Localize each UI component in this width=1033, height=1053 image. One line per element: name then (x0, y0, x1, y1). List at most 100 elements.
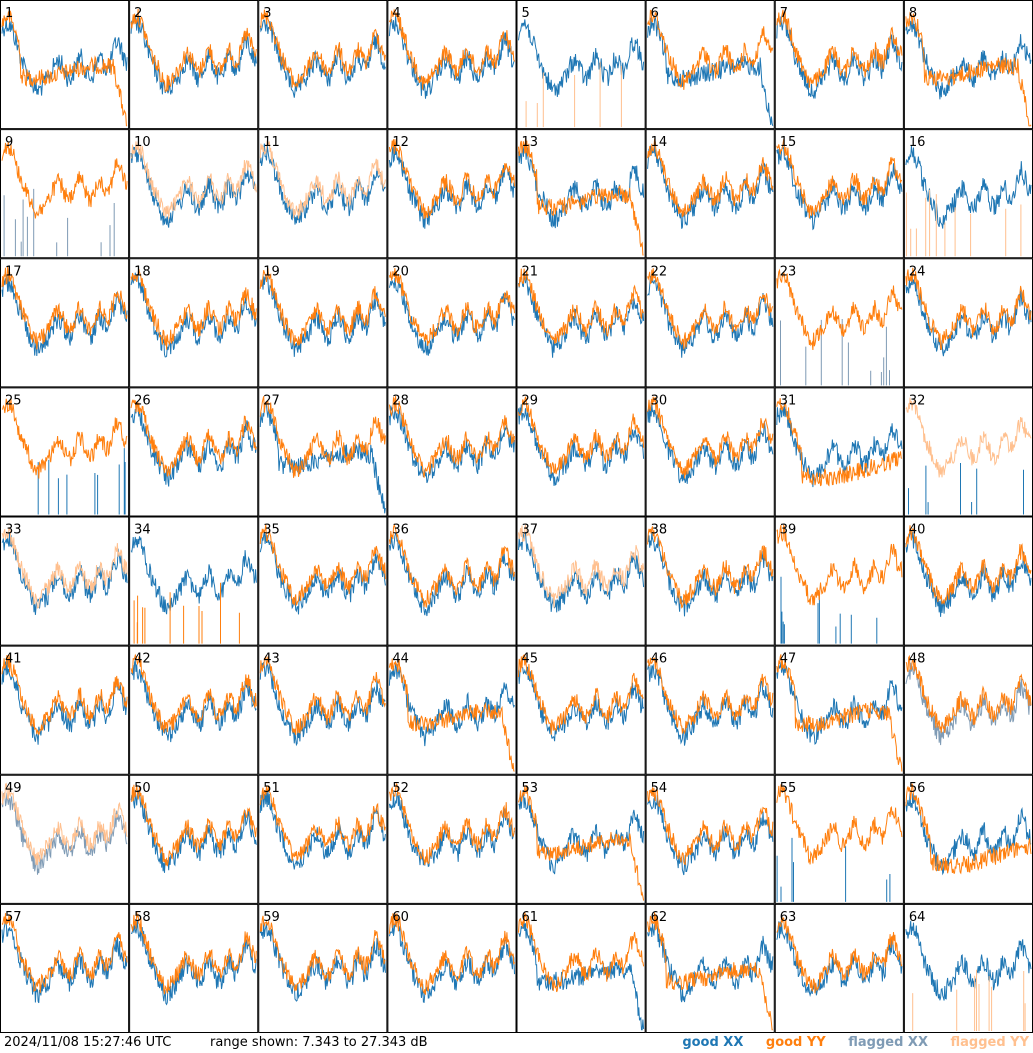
panel-59: 59 (258, 903, 388, 1033)
panel-label: 47 (780, 652, 797, 667)
panel-18: 18 (129, 258, 259, 388)
panel-3: 3 (258, 0, 388, 130)
panel-label: 39 (780, 523, 797, 538)
panel-1: 1 (0, 0, 130, 130)
panel-label: 32 (909, 393, 926, 408)
trace-xx (647, 532, 774, 617)
panel-label: 45 (522, 652, 539, 667)
panel-60: 60 (387, 903, 517, 1033)
trace-yy (647, 787, 774, 866)
trace-xx (388, 533, 515, 617)
trace-xx (388, 146, 515, 229)
panel-label: 18 (134, 264, 151, 279)
panel-35: 35 (258, 516, 388, 646)
panel-label: 8 (909, 6, 917, 21)
trace-xx (1, 792, 128, 875)
trace-xx (780, 319, 890, 386)
trace-yy (388, 268, 515, 346)
trace-yy (259, 915, 386, 992)
panel-46: 46 (645, 645, 775, 775)
panel-label: 27 (263, 393, 280, 408)
trace-yy (776, 784, 903, 865)
panel-label: 5 (522, 6, 530, 21)
trace-yy (776, 916, 903, 994)
trace-xx (905, 18, 1032, 100)
panel-47: 47 (774, 645, 904, 775)
panel-label: 25 (5, 393, 22, 408)
panel-21: 21 (516, 258, 646, 388)
panel-24: 24 (903, 258, 1033, 388)
panel-label: 20 (392, 264, 409, 279)
panel-26: 26 (129, 387, 259, 517)
trace-xx (388, 405, 515, 484)
panel-22: 22 (645, 258, 775, 388)
trace-xx (259, 17, 386, 98)
panel-label: 59 (263, 910, 280, 925)
panel-17: 17 (0, 258, 130, 388)
trace-xx (905, 273, 1032, 357)
legend-flagged-xx: flagged XX (848, 1035, 928, 1050)
trace-yy (905, 525, 1032, 606)
panel-55: 55 (774, 774, 904, 904)
trace-yy (130, 784, 257, 867)
panel-51: 51 (258, 774, 388, 904)
panel-39: 39 (774, 516, 904, 646)
trace-xx (647, 275, 774, 358)
legend-good-xx: good XX (682, 1035, 744, 1050)
panel-4: 4 (387, 0, 517, 130)
trace-xx (130, 536, 257, 615)
trace-xx (388, 663, 515, 747)
trace-xx (388, 277, 515, 356)
panel-label: 29 (522, 393, 539, 408)
panel-58: 58 (129, 903, 259, 1033)
panel-label: 37 (522, 523, 539, 538)
trace-yy (647, 912, 773, 1031)
trace-yy (776, 139, 903, 219)
trace-xx (259, 789, 386, 870)
panel-48: 48 (903, 645, 1033, 775)
trace-xx (1, 532, 128, 615)
trace-yy (130, 141, 257, 220)
panel-label: 14 (651, 135, 668, 150)
trace-xx (905, 662, 1032, 746)
trace-yy (259, 396, 386, 478)
trace-yy (130, 653, 257, 733)
trace-yy (130, 8, 257, 92)
trace-yy (905, 11, 1032, 127)
panel-label: 52 (392, 781, 409, 796)
panel-7: 7 (774, 0, 904, 130)
panel-50: 50 (129, 774, 259, 904)
trace-xx (259, 143, 386, 225)
panel-label: 24 (909, 264, 926, 279)
panel-14: 14 (645, 129, 775, 259)
trace-xx (905, 145, 1032, 229)
trace-xx (518, 662, 645, 742)
trace-xx (908, 463, 1024, 515)
panel-6: 6 (645, 0, 775, 130)
panel-label: 31 (780, 393, 797, 408)
panel-label: 56 (909, 781, 926, 796)
panel-43: 43 (258, 645, 388, 775)
panel-16: 16 (903, 129, 1033, 259)
panel-frame (645, 0, 775, 130)
trace-xx (518, 19, 645, 97)
panel-12: 12 (387, 129, 517, 259)
panel-57: 57 (0, 903, 130, 1033)
panel-33: 33 (0, 516, 130, 646)
trace-xx (130, 401, 257, 487)
panel-label: 12 (392, 135, 409, 150)
trace-yy (1, 141, 128, 219)
trace-yy (1, 782, 128, 866)
trace-yy (1, 266, 128, 350)
trace-yy (259, 524, 386, 606)
panel-label: 1 (5, 6, 13, 21)
panel-13: 13 (516, 129, 646, 259)
legend: good XX good YY flagged XX flagged YY (664, 1033, 1029, 1053)
trace-yy (905, 783, 1032, 875)
panel-label: 55 (780, 781, 797, 796)
panel-53: 53 (516, 774, 646, 904)
trace-xx (388, 791, 515, 868)
panel-9: 9 (0, 129, 130, 259)
trace-yy (776, 398, 903, 487)
